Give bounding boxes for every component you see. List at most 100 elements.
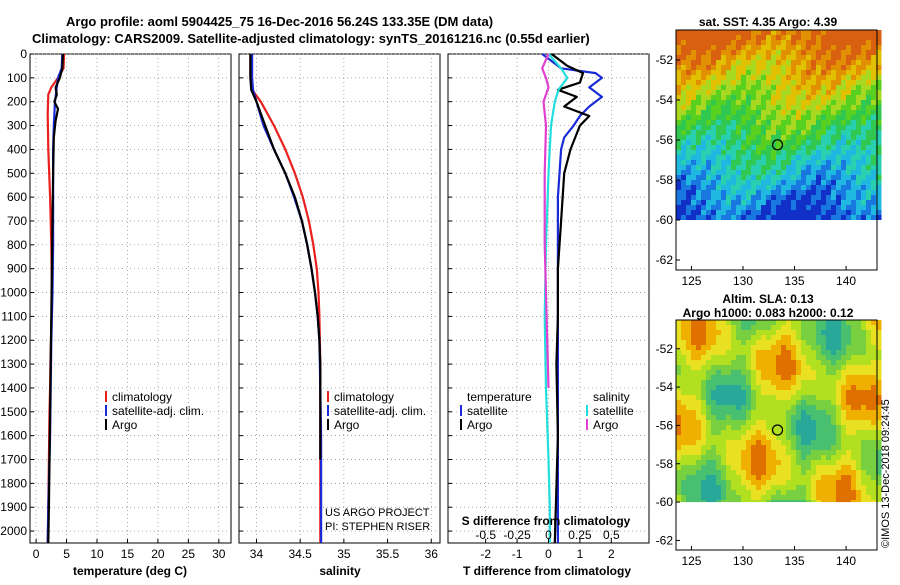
map-cell [866,205,872,211]
map-cell [821,335,827,341]
map-cell [761,115,767,121]
map-cell [816,500,822,503]
legend-argo-swatch [327,419,329,430]
map-cell [736,410,742,416]
legend-climatology-swatch [105,391,107,402]
map-cell [756,190,762,196]
map-cell [701,145,707,151]
map-cell [786,105,792,111]
map-cell [816,355,822,361]
map-cell [841,85,847,91]
map-cell [841,185,847,191]
map-cell [786,195,792,201]
map-cell [706,360,712,366]
map-cell [866,345,872,351]
map-cell [746,330,752,336]
map-cell [756,405,762,411]
map-cell [766,360,772,366]
map-cell [751,165,757,171]
map-cell [861,360,867,366]
map-cell [766,495,772,501]
map-cell [701,445,707,451]
map-cell [716,200,722,206]
map-cell [721,470,727,476]
map-cell [731,485,737,491]
map-cell [741,355,747,361]
map-cell [746,45,752,51]
map-cell [821,380,827,386]
map-cell [806,175,812,181]
map-cell [781,415,787,421]
map-cell [866,440,872,446]
map-cell [826,50,832,56]
map-cell [711,90,717,96]
map-cell [846,55,852,61]
map-cell [696,325,702,331]
map-cell [821,370,827,376]
map-cell [871,355,877,361]
map-cell [826,455,832,461]
map-cell [786,110,792,116]
map-cell [711,445,717,451]
map-cell [736,495,742,501]
map-cell [876,105,882,111]
map-cell [686,380,692,386]
map-cell [731,350,737,356]
map-cell [831,440,837,446]
map-cell [821,180,827,186]
map-cell [861,460,867,466]
map-cell [706,215,712,220]
map-cell [766,480,772,486]
map-cell [691,50,697,56]
map-cell [876,170,882,176]
map-cell [851,360,857,366]
map-cell [826,70,832,76]
map-cell [821,320,827,326]
map-cell [791,180,797,186]
map-cell [821,195,827,201]
map-cell [861,330,867,336]
map-cell [726,370,732,376]
map-cell [771,175,777,181]
legend-satellite-label: satellite-adj. clim. [334,404,426,418]
map-cell [706,95,712,101]
map-cell [866,455,872,461]
map-cell [756,120,762,126]
map-cell [801,475,807,481]
map-cell [796,330,802,336]
map-cell [776,100,782,106]
map-cell [711,450,717,456]
map-cell [761,335,767,341]
map-cell [746,80,752,86]
map-cell [811,355,817,361]
map-cell [781,485,787,491]
map-cell [711,210,717,216]
map-cell [806,105,812,111]
map-cell [741,340,747,346]
map-cell [856,85,862,91]
map-cell [686,490,692,496]
map-cell [771,405,777,411]
map-cell [701,355,707,361]
map-cell [696,60,702,66]
map-cell [766,345,772,351]
map-cell [786,150,792,156]
map-cell [691,40,697,46]
map-cell [876,120,882,126]
map-cell [726,95,732,101]
map-cell [871,200,877,206]
map-cell [811,130,817,136]
map-cell [791,435,797,441]
map-cell [866,200,872,206]
map-cell [871,50,877,56]
map-cell [736,45,742,51]
map-cell [746,335,752,341]
map-cell [761,350,767,356]
map-cell [681,60,687,66]
map-cell [726,150,732,156]
map-cell [826,370,832,376]
map-cell [726,365,732,371]
map-cell [761,345,767,351]
map-cell [866,55,872,61]
map-cell [801,120,807,126]
